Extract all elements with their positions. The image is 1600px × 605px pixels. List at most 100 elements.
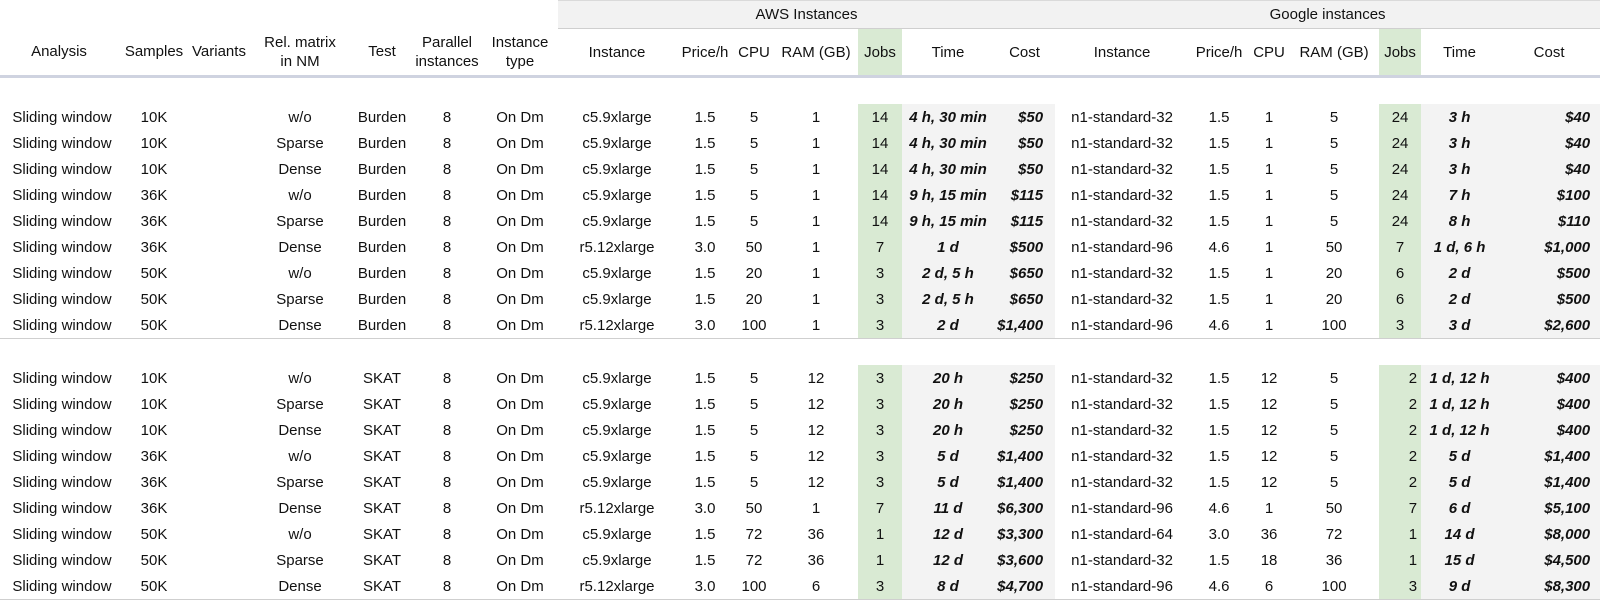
cell-google-cpu: 1: [1264, 499, 1274, 517]
cell-test: Burden: [357, 108, 407, 126]
cell-google-cpu: 1: [1264, 238, 1274, 256]
header-google-cpu: CPU: [1249, 28, 1290, 78]
cell-parallel-instances: 8: [442, 264, 452, 282]
cell-instance-type: On Dm: [496, 525, 544, 543]
cell-aws-price: 1.5: [694, 525, 716, 543]
table-row: Sliding window 50K Sparse SKAT 8 On Dm c5.9xla…: [0, 547, 1600, 573]
table-row: Sliding window 10K Sparse Burden 8 On Dm c5.9x…: [0, 130, 1600, 156]
cell-aws-time: 12 d: [902, 521, 994, 547]
cell-google-ram: 5: [1329, 108, 1339, 126]
cell-instance-type: On Dm: [496, 369, 544, 387]
cell-aws-ram: 12: [807, 447, 825, 465]
cell-rel-matrix: Dense: [278, 316, 322, 334]
cell-aws-ram: 12: [807, 421, 825, 439]
cell-instance-type: On Dm: [496, 108, 544, 126]
cell-google-cost: $400: [1498, 417, 1600, 443]
table-row: Sliding window 50K Dense Burden 8 On Dm r5.12x…: [0, 312, 1600, 339]
cell-google-jobs: 2: [1379, 417, 1422, 443]
cell-parallel-instances: 8: [442, 473, 452, 491]
cell-google-ram: 36: [1325, 551, 1343, 569]
cell-test: SKAT: [362, 421, 402, 439]
cell-parallel-instances: 8: [442, 186, 452, 204]
cell-aws-ram: 1: [811, 499, 821, 517]
cell-analysis: Sliding window: [12, 264, 112, 282]
cell-google-time: 5 d: [1421, 469, 1499, 495]
cell-test: SKAT: [362, 551, 402, 569]
cell-parallel-instances: 8: [442, 134, 452, 152]
cell-samples: 10K: [140, 421, 168, 439]
cell-aws-cpu: 72: [745, 525, 763, 543]
cell-rel-matrix: Sparse: [276, 395, 324, 413]
cell-google-cpu: 12: [1260, 369, 1278, 387]
cell-google-cpu: 1: [1264, 212, 1274, 230]
cell-samples: 50K: [140, 264, 168, 282]
table-row: Sliding window 10K Sparse SKAT 8 On Dm c5.9xla…: [0, 391, 1600, 417]
cell-analysis: Sliding window: [12, 212, 112, 230]
cell-aws-cpu: 50: [745, 499, 763, 517]
cell-aws-time: 4 h, 30 min: [902, 156, 994, 182]
cell-aws-instance: c5.9xlarge: [582, 160, 652, 178]
cell-google-time: 2 d: [1421, 286, 1499, 312]
cell-aws-ram: 1: [811, 238, 821, 256]
cell-aws-ram: 1: [811, 160, 821, 178]
cell-parallel-instances: 8: [442, 160, 452, 178]
cell-variants: [190, 417, 248, 443]
header-aws-cost: Cost: [994, 28, 1056, 78]
table-row: Sliding window 36K Dense Burden 8 On Dm r5.12x…: [0, 234, 1600, 260]
skat-section: Sliding window 10K w/o SKAT 8 On Dm c5.9xlarge…: [0, 365, 1600, 600]
cell-aws-instance: c5.9xlarge: [582, 447, 652, 465]
cell-google-jobs: 24: [1379, 156, 1422, 182]
cell-google-time: 3 d: [1421, 312, 1499, 339]
cell-aws-cost: $3,300: [994, 521, 1056, 547]
cell-variants: [190, 547, 248, 573]
cell-analysis: Sliding window: [12, 316, 112, 334]
cell-aws-ram: 1: [811, 134, 821, 152]
cell-google-instance: n1-standard-32: [1071, 160, 1173, 178]
cell-aws-ram: 6: [811, 577, 821, 595]
cell-aws-cost: $50: [994, 156, 1056, 182]
cell-aws-time: 20 h: [902, 365, 994, 391]
cell-google-time: 15 d: [1421, 547, 1499, 573]
cell-rel-matrix: w/o: [288, 264, 312, 282]
cell-aws-price: 1.5: [694, 473, 716, 491]
cell-instance-type: On Dm: [496, 421, 544, 439]
cell-google-instance: n1-standard-32: [1071, 421, 1173, 439]
cell-aws-price: 1.5: [694, 264, 716, 282]
cell-variants: [190, 443, 248, 469]
header-aws-ram: RAM (GB): [774, 28, 858, 78]
cell-rel-matrix: Dense: [278, 421, 322, 439]
cell-google-jobs: 24: [1379, 104, 1422, 130]
cell-parallel-instances: 8: [442, 551, 452, 569]
table-row: Sliding window 10K w/o SKAT 8 On Dm c5.9xlarge…: [0, 365, 1600, 391]
header-google-jobs: Jobs: [1379, 28, 1422, 78]
cell-instance-type: On Dm: [496, 264, 544, 282]
cell-aws-price: 3.0: [694, 316, 716, 334]
cell-google-cpu: 1: [1264, 290, 1274, 308]
cell-samples: 10K: [140, 108, 168, 126]
cell-instance-type: On Dm: [496, 212, 544, 230]
cell-aws-jobs: 3: [858, 573, 902, 600]
cell-aws-cost: $250: [994, 365, 1056, 391]
cell-aws-instance: c5.9xlarge: [582, 525, 652, 543]
cell-parallel-instances: 8: [442, 212, 452, 230]
cell-google-cost: $1,400: [1498, 443, 1600, 469]
cell-google-cpu: 1: [1264, 264, 1274, 282]
cell-aws-cpu: 5: [749, 473, 759, 491]
cell-analysis: Sliding window: [12, 525, 112, 543]
cell-aws-ram: 1: [811, 108, 821, 126]
cell-aws-instance: r5.12xlarge: [579, 316, 655, 334]
table-row: Sliding window 36K w/o Burden 8 On Dm c5.9xlar…: [0, 182, 1600, 208]
cell-google-instance: n1-standard-32: [1071, 264, 1173, 282]
table-bottom-border: [0, 599, 1600, 602]
cell-google-price: 1.5: [1208, 212, 1230, 230]
cell-parallel-instances: 8: [442, 369, 452, 387]
cell-google-price: 4.6: [1208, 238, 1230, 256]
cell-aws-ram: 12: [807, 395, 825, 413]
cell-aws-price: 3.0: [694, 577, 716, 595]
cell-analysis: Sliding window: [12, 499, 112, 517]
cell-aws-cost: $115: [994, 208, 1056, 234]
cell-parallel-instances: 8: [442, 447, 452, 465]
cell-rel-matrix: w/o: [288, 447, 312, 465]
cell-google-cpu: 1: [1264, 134, 1274, 152]
burden-section: Sliding window 10K w/o Burden 8 On Dm c5.9xlar…: [0, 104, 1600, 339]
